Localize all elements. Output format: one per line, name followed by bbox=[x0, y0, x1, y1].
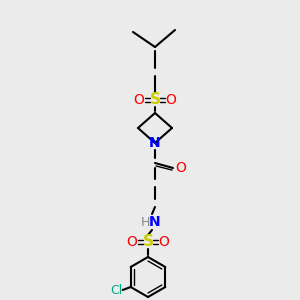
Text: O: O bbox=[159, 235, 170, 249]
Text: O: O bbox=[127, 235, 137, 249]
Text: S: S bbox=[142, 235, 154, 250]
Text: O: O bbox=[166, 93, 176, 107]
Text: N: N bbox=[149, 136, 161, 150]
Text: N: N bbox=[149, 215, 161, 229]
Text: S: S bbox=[149, 92, 161, 107]
Text: O: O bbox=[134, 93, 144, 107]
Text: H: H bbox=[140, 215, 150, 229]
Text: O: O bbox=[176, 161, 186, 175]
Text: Cl: Cl bbox=[111, 284, 123, 296]
